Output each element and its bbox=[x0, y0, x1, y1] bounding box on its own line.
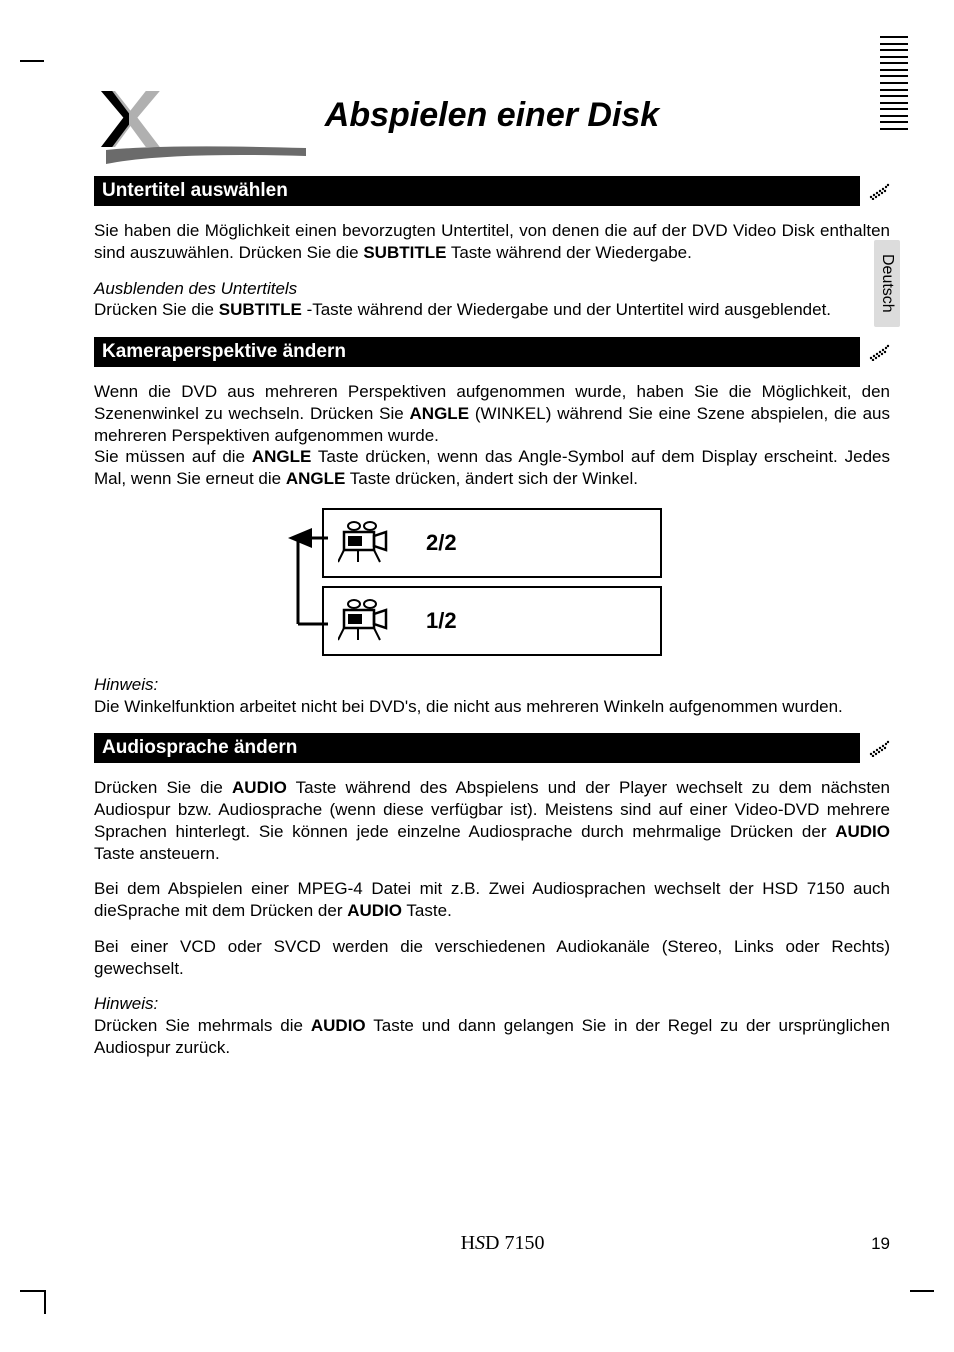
body-text: Ausblenden des Untertitels Drücken Sie d… bbox=[94, 278, 890, 322]
note-heading: Hinweis: bbox=[94, 675, 158, 694]
text: Drücken Sie die bbox=[94, 778, 232, 797]
text: Taste ansteuern. bbox=[94, 844, 220, 863]
model-name: HSD 7150 bbox=[134, 1232, 871, 1255]
section-heading-label: Audiosprache ändern bbox=[94, 733, 860, 763]
camera-angle-icon bbox=[338, 598, 392, 644]
key-name: ANGLE bbox=[286, 469, 346, 488]
key-name: AUDIO bbox=[311, 1016, 366, 1035]
heading-dots-icon bbox=[868, 343, 890, 361]
angle-osd-box: 1/2 bbox=[322, 586, 662, 656]
section-heading-subtitle: Untertitel auswählen bbox=[94, 176, 890, 206]
text: S bbox=[475, 1232, 485, 1254]
body-text: Bei einer VCD oder SVCD werden die versc… bbox=[94, 936, 890, 980]
crop-mark bbox=[44, 1290, 46, 1314]
key-name: AUDIO bbox=[232, 778, 287, 797]
page-footer: HSD 7150 19 bbox=[94, 1232, 890, 1255]
key-name: ANGLE bbox=[410, 404, 470, 423]
text: -Taste während der Wiedergabe und der Un… bbox=[302, 300, 831, 319]
angle-figure: 2/2 1/2 bbox=[322, 508, 662, 656]
key-name: AUDIO bbox=[835, 822, 890, 841]
text: H bbox=[461, 1232, 475, 1254]
angle-value: 1/2 bbox=[426, 608, 457, 634]
text: Die Winkelfunktion arbeitet nicht bei DV… bbox=[94, 697, 843, 716]
key-name: SUBTITLE bbox=[363, 243, 446, 262]
camera-angle-icon bbox=[338, 520, 392, 566]
note-heading: Hinweis: bbox=[94, 994, 158, 1013]
text: Sie müssen auf die bbox=[94, 447, 252, 466]
crop-mark bbox=[20, 60, 44, 62]
body-text: Wenn die DVD aus mehreren Perspektiven a… bbox=[94, 381, 890, 490]
text: D 7150 bbox=[485, 1232, 544, 1254]
angle-value: 2/2 bbox=[426, 530, 457, 556]
heading-dots-icon bbox=[868, 739, 890, 757]
key-name: ANGLE bbox=[252, 447, 312, 466]
section-heading-label: Kameraperspektive ändern bbox=[94, 337, 860, 367]
page-number: 19 bbox=[871, 1234, 890, 1254]
text: Bei dem Abspielen einer MPEG-4 Datei mit… bbox=[94, 879, 890, 920]
note-text: Hinweis: Drücken Sie mehrmals die AUDIO … bbox=[94, 993, 890, 1058]
section-heading-angle: Kameraperspektive ändern bbox=[94, 337, 890, 367]
crop-mark bbox=[910, 1290, 934, 1292]
text: Taste. bbox=[402, 901, 452, 920]
body-text: Sie haben die Möglichkeit einen bevorzug… bbox=[94, 220, 890, 264]
heading-dots-icon bbox=[868, 182, 890, 200]
text: Taste während der Wiedergabe. bbox=[446, 243, 691, 262]
body-text: Drücken Sie die AUDIO Taste während des … bbox=[94, 777, 890, 864]
section-heading-label: Untertitel auswählen bbox=[94, 176, 860, 206]
text: Drücken Sie mehrmals die bbox=[94, 1016, 311, 1035]
text: Taste drücken, ändert sich der Winkel. bbox=[345, 469, 638, 488]
body-text: Bei dem Abspielen einer MPEG-4 Datei mit… bbox=[94, 878, 890, 922]
subheading: Ausblenden des Untertitels bbox=[94, 279, 297, 298]
crop-mark bbox=[20, 1290, 44, 1292]
note-text: Hinweis: Die Winkelfunktion arbeitet nic… bbox=[94, 674, 890, 718]
section-heading-audio: Audiosprache ändern bbox=[94, 733, 890, 763]
key-name: SUBTITLE bbox=[219, 300, 302, 319]
cycle-arrow-icon bbox=[278, 508, 334, 656]
key-name: AUDIO bbox=[347, 901, 402, 920]
angle-osd-box: 2/2 bbox=[322, 508, 662, 578]
text: Drücken Sie die bbox=[94, 300, 219, 319]
